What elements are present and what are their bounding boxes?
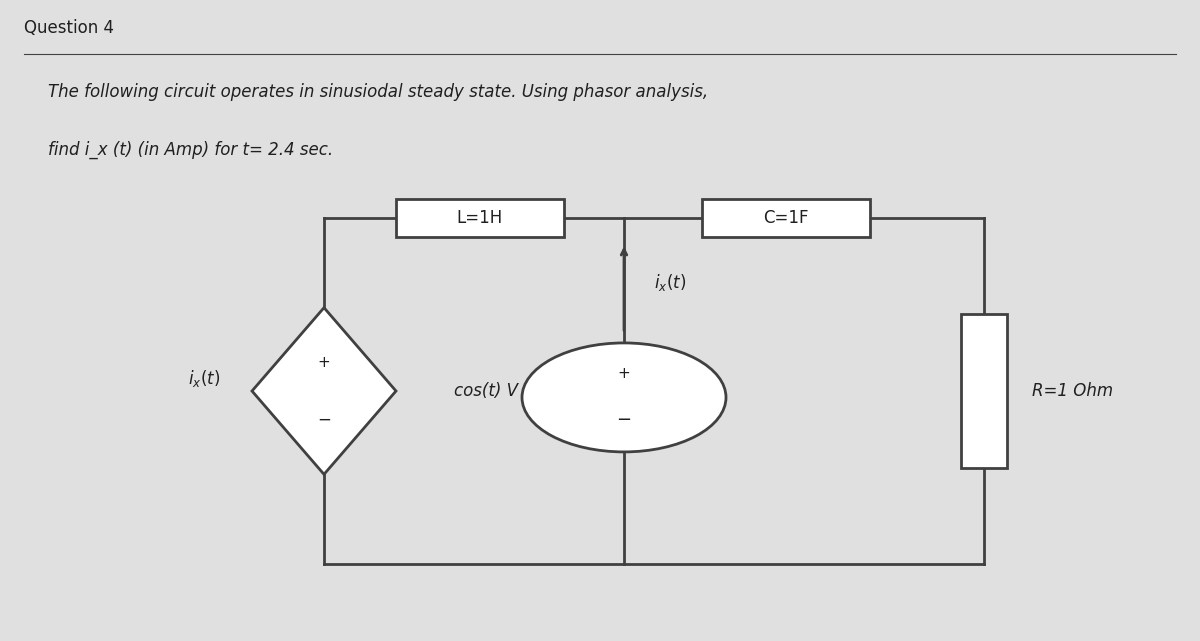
FancyBboxPatch shape bbox=[961, 314, 1007, 468]
Text: R=1 Ohm: R=1 Ohm bbox=[1032, 382, 1114, 400]
Text: cos(t) V: cos(t) V bbox=[454, 382, 518, 400]
Text: −: − bbox=[317, 411, 331, 429]
Text: +: + bbox=[318, 354, 330, 370]
Polygon shape bbox=[252, 308, 396, 474]
Text: Question 4: Question 4 bbox=[24, 19, 114, 37]
Text: $i_x(t)$: $i_x(t)$ bbox=[188, 368, 220, 388]
Text: C=1F: C=1F bbox=[763, 209, 809, 227]
Text: −: − bbox=[617, 411, 631, 429]
Text: $i_x(t)$: $i_x(t)$ bbox=[654, 272, 686, 292]
Text: find i_x (t) (in Amp) for t= 2.4 sec.: find i_x (t) (in Amp) for t= 2.4 sec. bbox=[48, 141, 334, 159]
Text: L=1H: L=1H bbox=[457, 209, 503, 227]
Text: The following circuit operates in sinusiodal steady state. Using phasor analysis: The following circuit operates in sinusi… bbox=[48, 83, 708, 101]
Circle shape bbox=[522, 343, 726, 452]
Text: +: + bbox=[618, 365, 630, 381]
FancyBboxPatch shape bbox=[396, 199, 564, 237]
FancyBboxPatch shape bbox=[702, 199, 870, 237]
